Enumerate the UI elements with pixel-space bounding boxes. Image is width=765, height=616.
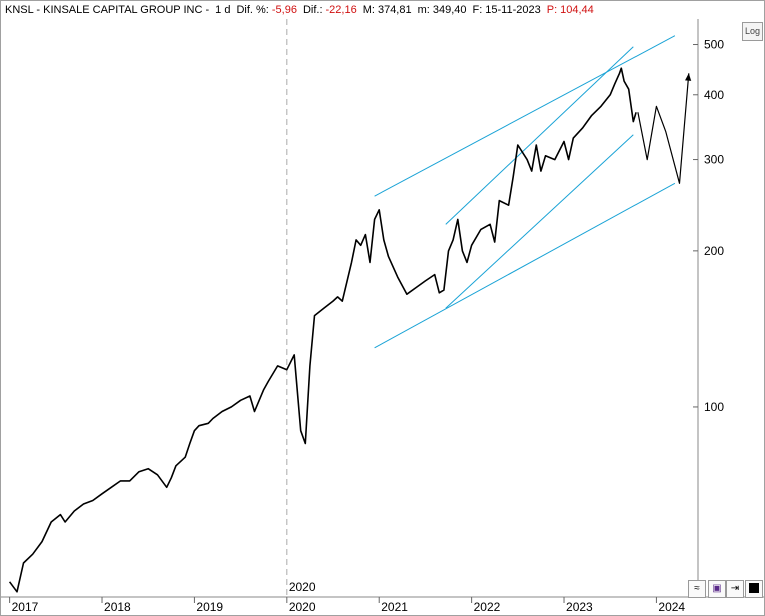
y-axis: 100 200 300 400 500 [693, 38, 724, 414]
channel-line [445, 134, 634, 309]
channel-line [374, 35, 676, 197]
dif-value: -22,16 [325, 4, 357, 16]
save-icon[interactable]: ▣ [708, 580, 726, 598]
dif-pct-value: -5,96 [271, 4, 297, 16]
color-swatch-icon[interactable] [745, 580, 763, 598]
x-tick-label: 2019 [196, 600, 223, 614]
price-line [8, 67, 637, 593]
date-value: 15-11-2023 [485, 4, 541, 16]
x-tick-label: 2021 [381, 600, 408, 614]
chart-header: KNSL - KINSALE CAPITAL GROUP INC - 1 d Dif… [5, 4, 600, 16]
y-tick-label: 500 [704, 38, 724, 52]
price-series [8, 67, 692, 593]
y-tick-label: 400 [704, 88, 724, 102]
p-label: P: [546, 4, 558, 16]
x-tick-label: 2022 [474, 600, 501, 614]
grid: 2020 [1, 19, 764, 598]
x-tick-label: 2018 [104, 600, 131, 614]
wave-icon[interactable]: ≈ [688, 580, 706, 598]
symbol-title: KNSL - KINSALE CAPITAL GROUP INC - [5, 4, 210, 16]
y-tick-label: 300 [704, 153, 724, 167]
min-value: 349,40 [432, 4, 467, 16]
dif-label: Dif.: [302, 4, 323, 16]
marker-label: 2020 [289, 580, 316, 594]
timeframe: 1 d [215, 4, 231, 16]
max-label: M: [362, 4, 375, 16]
min-label: m: [417, 4, 430, 16]
channel-line [374, 182, 676, 349]
trend-channels [374, 35, 676, 349]
x-tick-label: 2017 [12, 600, 39, 614]
date-label: F: [472, 4, 483, 16]
dif-pct-label: Dif. %: [236, 4, 269, 16]
p-value: 104,44 [560, 4, 594, 16]
x-tick-label: 2024 [658, 600, 685, 614]
arrow-icon[interactable]: ⇥ [726, 580, 744, 598]
x-tick-label: 2023 [566, 600, 593, 614]
projection-line [637, 73, 690, 184]
x-axis: 2017 2018 2019 2020 2021 2022 2023 2024 [9, 597, 685, 614]
max-value: 374,81 [377, 4, 412, 16]
y-tick-label: 100 [704, 400, 724, 414]
channel-line [445, 46, 634, 225]
x-tick-label: 2020 [289, 600, 316, 614]
y-tick-label: 200 [704, 244, 724, 258]
projection-arrowhead [685, 73, 692, 81]
log-scale-button[interactable]: Log [742, 22, 763, 41]
